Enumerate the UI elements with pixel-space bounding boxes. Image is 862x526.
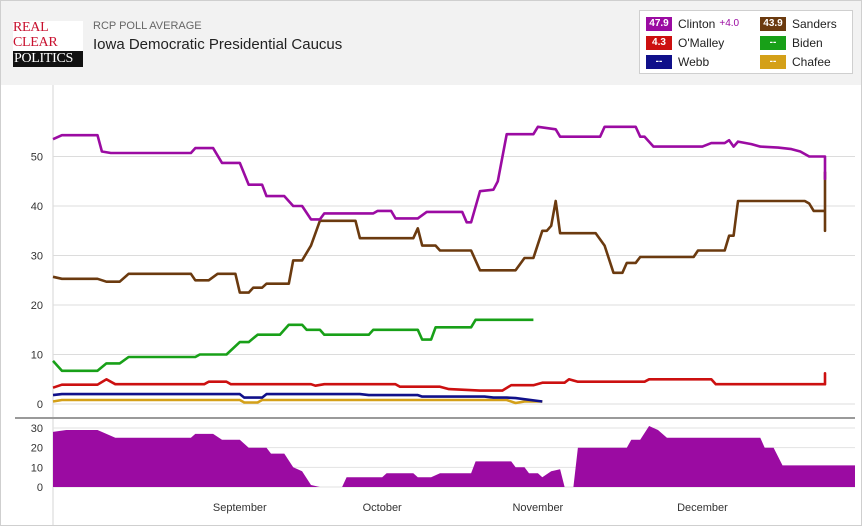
- series-line-o-malley: [52, 372, 827, 392]
- spread-y-tick-label-10: 10: [31, 462, 43, 474]
- legend-item-sanders[interactable]: 43.9 Sanders: [760, 15, 837, 31]
- header-bar: REAL CLEAR POLITICS RCP POLL AVERAGE Iow…: [1, 1, 861, 85]
- y-tick-label-50: 50: [31, 152, 43, 164]
- legend-value-sanders: 43.9: [760, 16, 786, 31]
- series-line-webb: [52, 392, 543, 403]
- y-tick-label-20: 20: [31, 300, 43, 312]
- x-tick-label-december: December: [677, 502, 728, 514]
- spread-y-tick-label-0: 0: [37, 482, 43, 494]
- spread-y-tick-label-20: 20: [31, 443, 43, 455]
- legend-value-chafee: --: [760, 54, 786, 69]
- logo-line-politics: POLITICS: [13, 51, 83, 67]
- legend-item-webb[interactable]: -- Webb: [646, 53, 709, 69]
- y-tick-label-30: 30: [31, 251, 43, 263]
- spread-y-tick-label-30: 30: [31, 423, 43, 435]
- x-tick-label-october: October: [363, 502, 402, 514]
- logo-line-clear: CLEAR: [13, 35, 58, 50]
- legend-name-sanders: Sanders: [792, 16, 837, 31]
- y-tick-label-40: 40: [31, 201, 43, 213]
- legend-change-clinton: +4.0: [719, 17, 740, 29]
- series-line-biden: [52, 318, 534, 373]
- legend-value-omalley: 4.3: [646, 35, 672, 50]
- chart-plot-area: 0 10 20 30 40 50 0 10 20 30 September October Novemb…: [15, 85, 855, 525]
- legend-name-chafee: Chafee: [792, 54, 831, 69]
- legend-item-chafee[interactable]: -- Chafee: [760, 53, 831, 69]
- rcp-logo[interactable]: REAL CLEAR POLITICS: [13, 21, 83, 67]
- series-line-chafee: [52, 398, 543, 405]
- x-tick-label-september: September: [213, 502, 267, 514]
- y-tick-label-10: 10: [31, 350, 43, 362]
- legend-name-clinton: Clinton: [678, 16, 716, 31]
- legend-item-clinton[interactable]: 47.9 Clinton +4.0: [646, 15, 739, 31]
- x-tick-label-november: November: [512, 502, 563, 514]
- legend-name-omalley: O'Malley: [678, 35, 725, 50]
- legend: 47.9 Clinton +4.0 43.9 Sanders 4.3 O'Malley …: [639, 10, 853, 74]
- legend-name-biden: Biden: [792, 35, 823, 50]
- legend-value-webb: --: [646, 54, 672, 69]
- logo-line-real: REAL: [13, 20, 49, 35]
- legend-item-biden[interactable]: -- Biden: [760, 34, 823, 50]
- legend-item-omalley[interactable]: 4.3 O'Malley: [646, 34, 724, 50]
- y-tick-label-0: 0: [37, 399, 43, 411]
- series-line-sanders: [52, 171, 827, 294]
- series-line-clinton: [52, 125, 827, 224]
- legend-value-clinton: 47.9: [646, 16, 672, 31]
- spread-area: [53, 426, 855, 487]
- legend-name-webb: Webb: [678, 54, 710, 69]
- legend-value-biden: --: [760, 35, 786, 50]
- chart-eyebrow: RCP POLL AVERAGE: [93, 20, 202, 32]
- chart-title: Iowa Democratic Presidential Caucus: [93, 36, 343, 53]
